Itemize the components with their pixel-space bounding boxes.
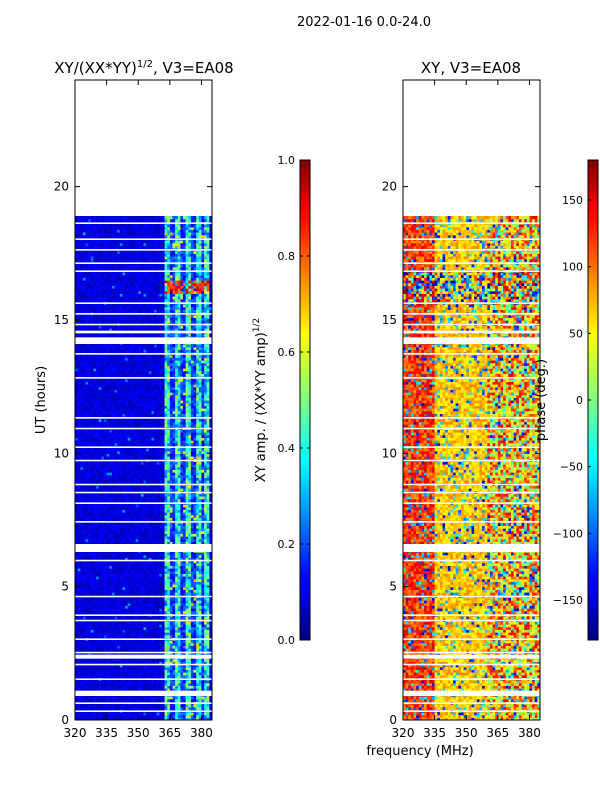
x-tick-label: 350 [127,726,150,740]
left-axes-frame [74,79,213,721]
colorbar-tick-label: −150 [553,594,583,607]
y-tick-label: 20 [54,180,69,194]
right-axis-ticks: 320 335 350 365 380 0 5 10 15 20 [382,80,541,740]
y-tick-label: 0 [389,713,397,727]
colorbar-tick-label: 0.6 [278,346,296,359]
colorbar-tick-label: −100 [553,527,583,540]
left-panel-title: XY/(XX*YY)1/2, V3=EA08 [54,59,233,77]
left-title-rest: , V3=EA08 [153,59,234,77]
colorbar-tick-label: −50 [560,461,583,474]
left-colorbar [299,159,311,641]
colorbar-tick-label: 50 [569,327,583,340]
right-colorbar-ticks: 150 100 50 0 −50 −100 −150 [553,194,591,607]
x-tick-label: 320 [64,726,87,740]
y-tick-label: 15 [382,313,397,327]
left-title-main: XY/(XX*YY) [54,59,137,77]
figure-suptitle: 2022-01-16 0.0-24.0 [297,15,431,30]
y-tick-label: 5 [61,580,69,594]
colorbar-tick-label: 150 [562,194,583,207]
x-tick-label: 380 [518,726,541,740]
y-tick-label: 5 [389,580,397,594]
right-axes-frame [402,79,541,721]
left-colorbar-ticks: 0.0 0.2 0.4 0.6 0.8 1.0 [278,154,310,647]
colorbar-tick-label: 0.4 [278,442,296,455]
y-tick-label: 15 [54,313,69,327]
x-axis-label: frequency (MHz) [366,744,473,759]
y-tick-label: 20 [382,180,397,194]
colorbar-tick-label: 0 [576,394,583,407]
colorbar-tick-label: 1.0 [278,154,296,167]
x-tick-label: 320 [392,726,415,740]
right-colorbar-label: phase (deg.) [534,359,549,441]
colorbar-tick-label: 0.0 [278,634,296,647]
x-tick-label: 380 [190,726,213,740]
y-tick-label: 0 [61,713,69,727]
x-tick-label: 350 [455,726,478,740]
x-tick-label: 335 [95,726,118,740]
x-tick-label: 365 [158,726,181,740]
left-title-sup: 1/2 [137,59,153,70]
x-tick-label: 335 [423,726,446,740]
left-colorbar-label: XY amp. / (XX*YY amp)1/2 [252,318,269,482]
left-ylabel: UT (hours) [34,366,49,434]
colorbar-tick-label: 0.2 [278,538,296,551]
y-tick-label: 10 [54,446,69,460]
right-panel-title: XY, V3=EA08 [421,59,521,77]
left-axis-ticks: 320 335 350 365 380 0 5 10 15 20 [54,80,213,740]
x-tick-label: 365 [486,726,509,740]
left-heatmap [75,80,212,720]
y-tick-label: 10 [382,446,397,460]
right-heatmap [403,80,540,720]
colorbar-tick-label: 0.8 [278,250,296,263]
colorbar-tick-label: 100 [562,261,583,274]
left-colorbar-label-sup: 1/2 [252,318,262,332]
left-colorbar-label-main: XY amp. / (XX*YY amp) [254,332,269,482]
